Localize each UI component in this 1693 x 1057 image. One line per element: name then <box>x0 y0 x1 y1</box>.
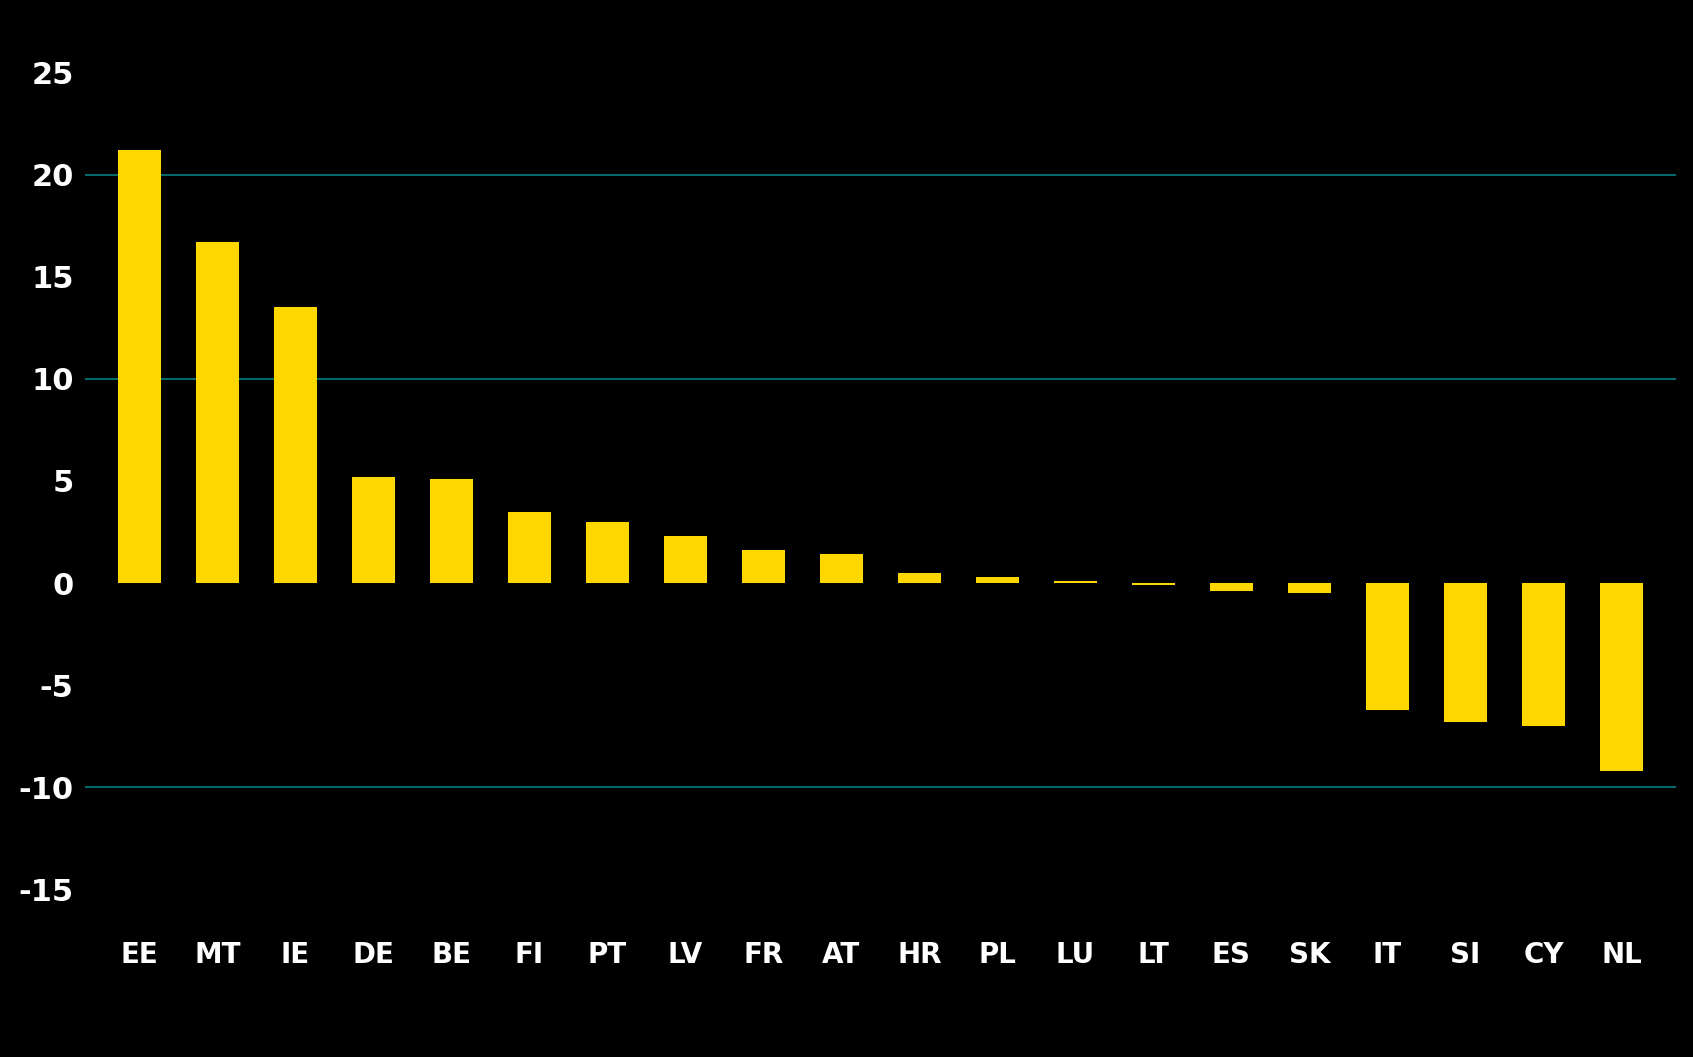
Bar <box>430 479 472 583</box>
Bar <box>508 512 550 583</box>
Bar <box>1210 583 1253 591</box>
Bar <box>1522 583 1564 726</box>
Bar <box>274 308 317 583</box>
Bar <box>119 150 161 583</box>
Bar <box>819 555 863 583</box>
Bar <box>1055 581 1097 583</box>
Bar <box>1600 583 1642 771</box>
Bar <box>1133 583 1175 586</box>
Bar <box>1288 583 1331 593</box>
Bar <box>742 551 786 583</box>
Bar <box>586 522 628 583</box>
Bar <box>897 573 941 583</box>
Bar <box>664 536 706 583</box>
Bar <box>1366 583 1409 709</box>
Bar <box>975 577 1019 583</box>
Bar <box>196 242 239 583</box>
Bar <box>1444 583 1486 722</box>
Bar <box>352 477 394 583</box>
